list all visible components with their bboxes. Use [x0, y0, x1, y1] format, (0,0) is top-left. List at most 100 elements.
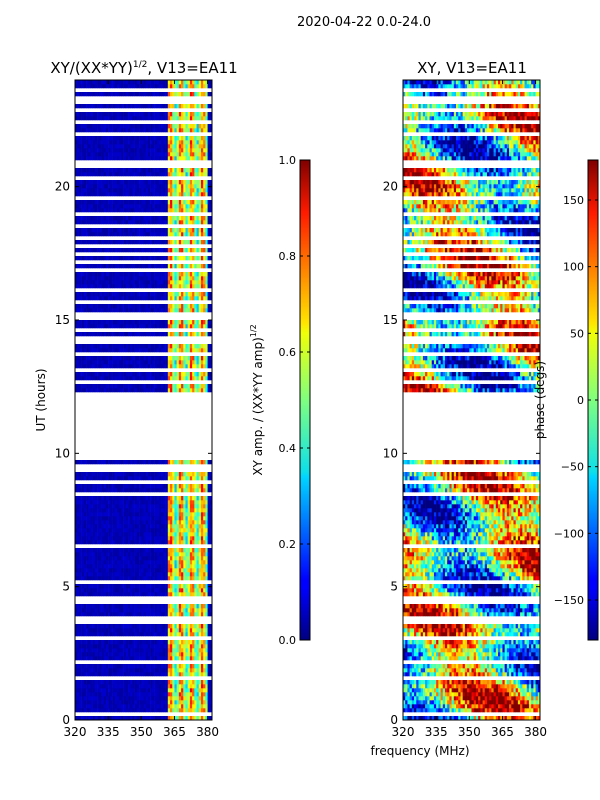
heatmap-cell — [167, 488, 171, 493]
heatmap-cell — [200, 388, 204, 393]
heatmap-cell — [123, 356, 127, 361]
heatmap-cell — [86, 612, 89, 617]
heatmap-cell — [132, 500, 135, 505]
heatmap-cell — [134, 564, 138, 569]
heatmap-cell — [101, 680, 105, 685]
heatmap-cell — [99, 548, 102, 553]
heatmap-cell — [196, 568, 200, 573]
heatmap-cell — [145, 272, 149, 277]
heatmap-cell — [141, 708, 144, 713]
heatmap-cell — [152, 496, 155, 501]
heatmap-cell — [75, 364, 78, 369]
heatmap-cell — [132, 284, 135, 289]
heatmap-cell — [187, 292, 191, 297]
heatmap-cell — [83, 204, 87, 209]
heatmap-cell — [125, 216, 129, 221]
heatmap-cell — [145, 504, 149, 509]
heatmap-cell — [158, 692, 162, 697]
heatmap-cell — [196, 276, 200, 281]
heatmap-cell — [105, 228, 109, 233]
heatmap-cell — [83, 648, 87, 653]
heatmap-cell — [97, 672, 100, 677]
heatmap-cell — [174, 320, 177, 325]
heatmap-cell — [170, 248, 173, 253]
heatmap-cell — [194, 540, 197, 545]
heatmap-cell — [77, 256, 80, 261]
heatmap-cell — [75, 516, 78, 521]
heatmap-cell — [183, 360, 186, 365]
heatmap-cell — [192, 564, 195, 569]
heatmap-cell — [150, 348, 153, 353]
heatmap-cell — [192, 356, 195, 361]
heatmap-cell — [123, 568, 127, 573]
heatmap-cell — [105, 280, 109, 285]
heatmap-cell — [198, 652, 202, 657]
heatmap-cell — [123, 284, 127, 289]
heatmap-cell — [187, 608, 191, 613]
heatmap-cell — [205, 376, 208, 381]
heatmap-cell — [150, 264, 153, 269]
heatmap-cell — [116, 572, 120, 577]
heatmap-cell — [185, 264, 188, 269]
heatmap-cell — [172, 672, 175, 677]
heatmap-cell — [165, 516, 169, 521]
heatmap-cell — [128, 304, 131, 309]
heatmap-cell — [178, 388, 182, 393]
heatmap-cell — [92, 488, 96, 493]
heatmap-cell — [207, 564, 211, 569]
heatmap-cell — [181, 256, 184, 261]
heatmap-cell — [125, 308, 129, 313]
heatmap-cell — [154, 484, 158, 489]
heatmap-cell — [158, 356, 162, 361]
heatmap-cell — [81, 680, 85, 685]
heatmap-cell — [143, 520, 147, 525]
heatmap-cell — [178, 552, 182, 557]
heatmap-cell — [90, 280, 93, 285]
heatmap-cell — [150, 216, 153, 221]
heatmap-cell — [101, 508, 105, 513]
heatmap-cell — [196, 692, 200, 697]
heatmap-cell — [172, 552, 175, 557]
heatmap-cell — [134, 376, 138, 381]
heatmap-cell — [205, 572, 208, 577]
heatmap-cell — [189, 716, 193, 721]
heatmap-cell — [125, 632, 129, 637]
heatmap-cell — [203, 280, 206, 285]
heatmap-cell — [172, 576, 175, 581]
heatmap-cell — [97, 216, 100, 221]
heatmap-cell — [161, 548, 164, 553]
heatmap-cell — [176, 524, 180, 529]
heatmap-cell — [167, 628, 171, 633]
heatmap-cell — [123, 640, 127, 645]
heatmap-cell — [101, 688, 105, 693]
heatmap-cell — [161, 696, 164, 701]
heatmap-cell — [147, 308, 151, 313]
heatmap-cell — [132, 228, 135, 233]
heatmap-cell — [99, 668, 102, 673]
heatmap-cell — [136, 332, 140, 337]
heatmap-cell — [194, 484, 197, 489]
heatmap-cell — [181, 652, 184, 657]
heatmap-cell — [81, 376, 85, 381]
heatmap-cell — [203, 696, 206, 701]
heatmap-cell — [181, 488, 184, 493]
heatmap-cell — [209, 308, 213, 313]
heatmap-cell — [83, 460, 87, 465]
heatmap-cell — [92, 540, 96, 545]
heatmap-cell — [161, 220, 164, 225]
heatmap-cell — [79, 272, 82, 277]
heatmap-cell — [116, 332, 120, 337]
heatmap-cell — [205, 292, 208, 297]
heatmap-cell — [132, 360, 135, 365]
heatmap-cell — [198, 640, 202, 645]
heatmap-cell — [147, 280, 151, 285]
heatmap-cell — [139, 460, 142, 465]
heatmap-cell — [154, 304, 158, 309]
heatmap-cell — [205, 664, 208, 669]
heatmap-cell — [207, 684, 211, 689]
heatmap-cell — [101, 540, 105, 545]
heatmap-cell — [192, 512, 195, 517]
heatmap-cell — [97, 240, 100, 245]
heatmap-cell — [145, 472, 149, 477]
heatmap-cell — [150, 528, 153, 533]
